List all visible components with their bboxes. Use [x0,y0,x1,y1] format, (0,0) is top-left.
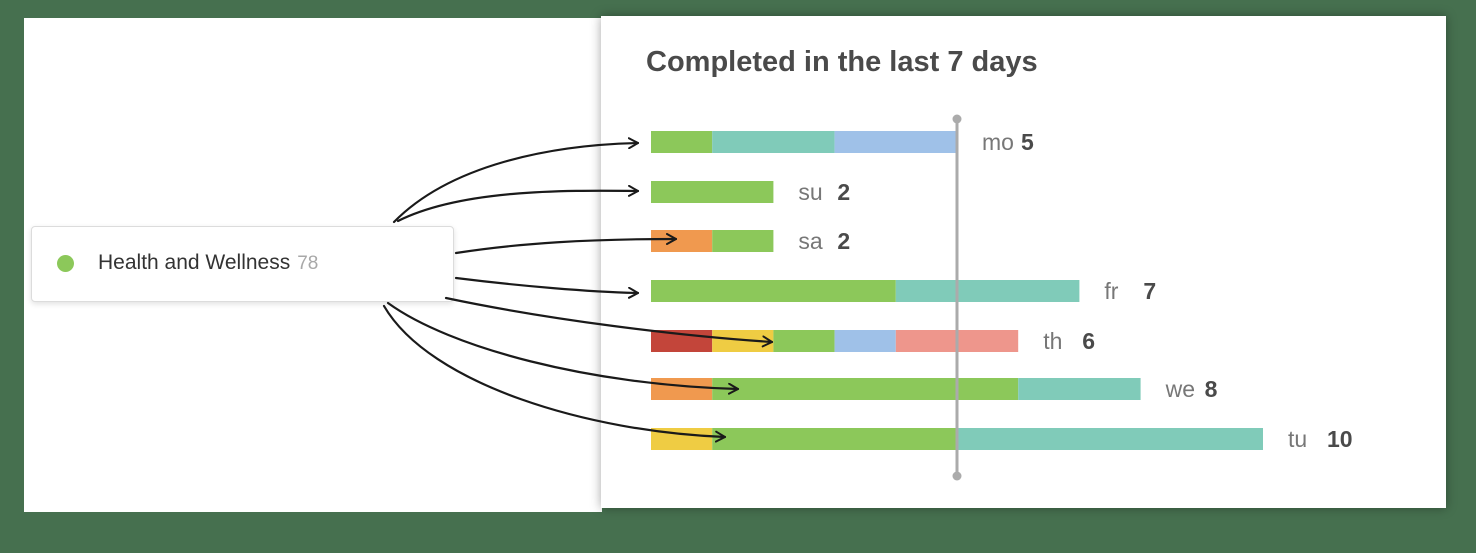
project-color-dot-icon [57,255,74,272]
bar-segment-th-1 [712,330,774,352]
bar-segment-tu-2 [957,428,1263,450]
day-label-tu: tu [1288,426,1307,452]
bar-segment-sa-0 [651,230,713,252]
day-label-su: su [798,179,822,205]
day-label-mo: mo [982,129,1014,155]
bar-segment-th-3 [834,330,896,352]
project-name-label: Health and Wellness [98,251,291,274]
annotation-arrow-tu [382,304,727,443]
annotation-arrow-we [386,301,740,395]
bar-segment-fr-0 [651,280,896,302]
reference-line-top-cap [952,114,962,124]
day-label-sa: sa [798,228,823,254]
project-name: Health and Wellness 78 [98,251,318,275]
bar-segment-we-2 [1018,378,1141,400]
day-label-fr: fr [1104,278,1118,304]
bar-segment-mo-2 [834,131,957,153]
annotation-arrow-mo [392,137,640,224]
annotation-arrow-th [444,296,774,348]
day-total-we: 8 [1205,376,1218,402]
day-total-su: 2 [837,179,850,205]
day-labels: mo 5 su 2 sa 2 fr 7 th 6 we 8 tu 10 [798,129,1352,452]
day-total-mo: 5 [1021,129,1034,155]
project-item-health-and-wellness[interactable]: Health and Wellness 78 [31,226,454,302]
annotation-arrow-sa [454,233,678,255]
day-label-we: we [1165,376,1195,402]
bar-segment-we-0 [651,378,713,400]
day-total-th: 6 [1082,328,1095,354]
annotation-arrow-fr [454,276,640,299]
completed-chart-card: Completed in the last 7 days [601,16,1446,508]
annotation-arrows [382,137,774,443]
bar-segment-th-2 [773,330,835,352]
reference-line [952,114,962,481]
bar-segment-we-1 [712,378,1019,400]
day-total-tu: 10 [1327,426,1353,452]
bar-segment-tu-1 [712,428,957,450]
bar-segment-mo-0 [651,131,713,153]
day-total-fr: 7 [1143,278,1156,304]
bars-layer [651,131,1263,450]
bar-segment-mo-1 [712,131,835,153]
annotation-arrow-su [396,184,640,223]
bar-segment-fr-1 [895,280,1080,302]
bar-segment-su-0 [651,181,774,203]
day-label-th: th [1043,328,1062,354]
project-task-count: 78 [297,253,319,274]
chart-title: Completed in the last 7 days [646,46,1038,78]
day-total-sa: 2 [837,228,850,254]
bar-segment-tu-0 [651,428,713,450]
reference-line-bottom-cap [952,471,962,481]
bar-segment-sa-1 [712,230,774,252]
